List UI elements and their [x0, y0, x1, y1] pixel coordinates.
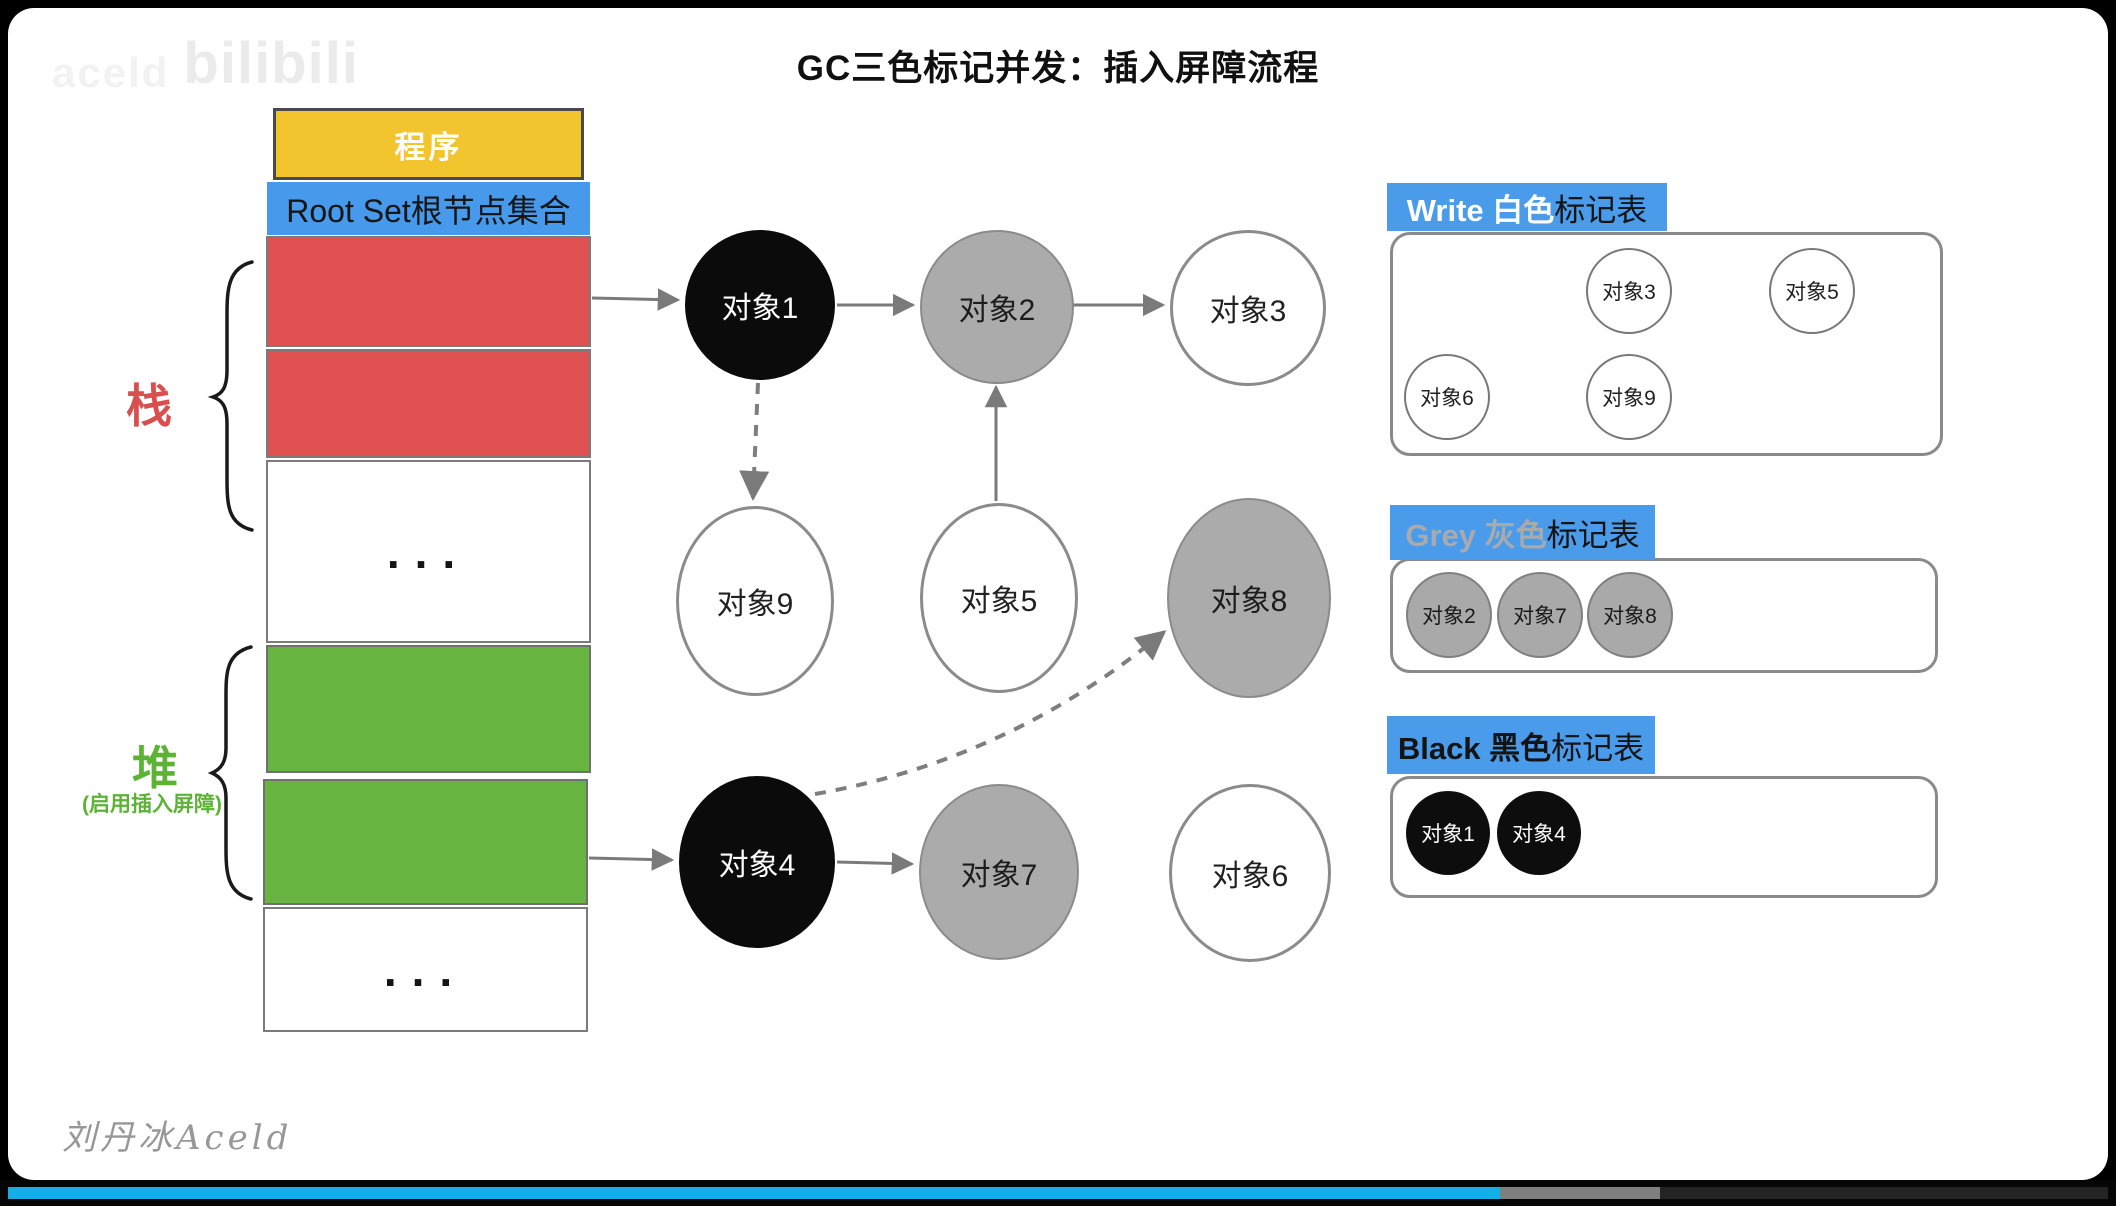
grey-table-header: Grey 灰色 标记表: [1390, 505, 1655, 560]
black-table-node-obj4: 对象4: [1497, 791, 1581, 875]
heap-slot-green-2: [263, 779, 588, 905]
white-table-node-obj9: 对象9: [1586, 354, 1672, 440]
memory-ellipsis-2: ...: [263, 907, 588, 1032]
grey-table-node-obj7: 对象7: [1497, 572, 1583, 658]
page-title: GC三色标记并发：插入屏障流程: [796, 49, 1320, 88]
stack-label: 栈: [126, 380, 172, 432]
white-table-node-obj3: 对象3: [1586, 248, 1672, 334]
stack-slot-red-2: [266, 349, 591, 458]
progress-bar[interactable]: [8, 1187, 2108, 1199]
heap-label: 堆: [132, 742, 178, 794]
graph-node-obj5: 对象5: [920, 503, 1078, 693]
grey-table-header-suffix: 标记表: [1546, 518, 1640, 553]
progress-remaining: [1660, 1187, 2108, 1199]
white-table-node-obj5: 对象5: [1769, 248, 1855, 334]
grey-table-header-highlight: Grey 灰色: [1405, 518, 1547, 553]
heap-slot-green-1: [266, 645, 591, 773]
progress-played: [8, 1187, 1500, 1199]
graph-node-obj7: 对象7: [919, 784, 1079, 960]
black-table-header-suffix: 标记表: [1551, 730, 1645, 766]
player-bar: [0, 1180, 2116, 1206]
stack-slot-red-1: [266, 236, 591, 347]
graph-node-obj9: 对象9: [676, 506, 834, 696]
heap-note: (启用插入屏障): [82, 793, 222, 816]
white-table-header-suffix: 标记表: [1554, 192, 1648, 228]
black-table-header-highlight: Black 黑色: [1397, 730, 1552, 766]
progress-buffered: [1500, 1187, 1660, 1199]
author-watermark: 刘丹冰Aceld: [62, 1118, 293, 1158]
graph-node-obj8: 对象8: [1167, 498, 1331, 698]
graph-node-obj1: 对象1: [685, 230, 835, 380]
grey-table-node-obj2: 对象2: [1406, 572, 1492, 658]
black-table-header: Black 黑色 标记表: [1387, 716, 1655, 774]
program-box: 程序: [273, 108, 584, 180]
graph-node-obj3: 对象3: [1170, 230, 1326, 386]
graph-node-obj6: 对象6: [1169, 784, 1331, 962]
white-table-header-highlight: Write 白色: [1406, 192, 1555, 228]
memory-ellipsis-1: ...: [266, 460, 591, 643]
black-table-node-obj1: 对象1: [1406, 791, 1490, 875]
root-set-box: Root Set根节点集合: [267, 182, 590, 235]
white-table-header: Write 白色 标记表: [1387, 183, 1667, 231]
graph-node-obj2: 对象2: [920, 230, 1074, 384]
graph-node-obj4: 对象4: [679, 776, 835, 948]
white-table-node-obj6: 对象6: [1404, 354, 1490, 440]
grey-table-node-obj8: 对象8: [1587, 572, 1673, 658]
